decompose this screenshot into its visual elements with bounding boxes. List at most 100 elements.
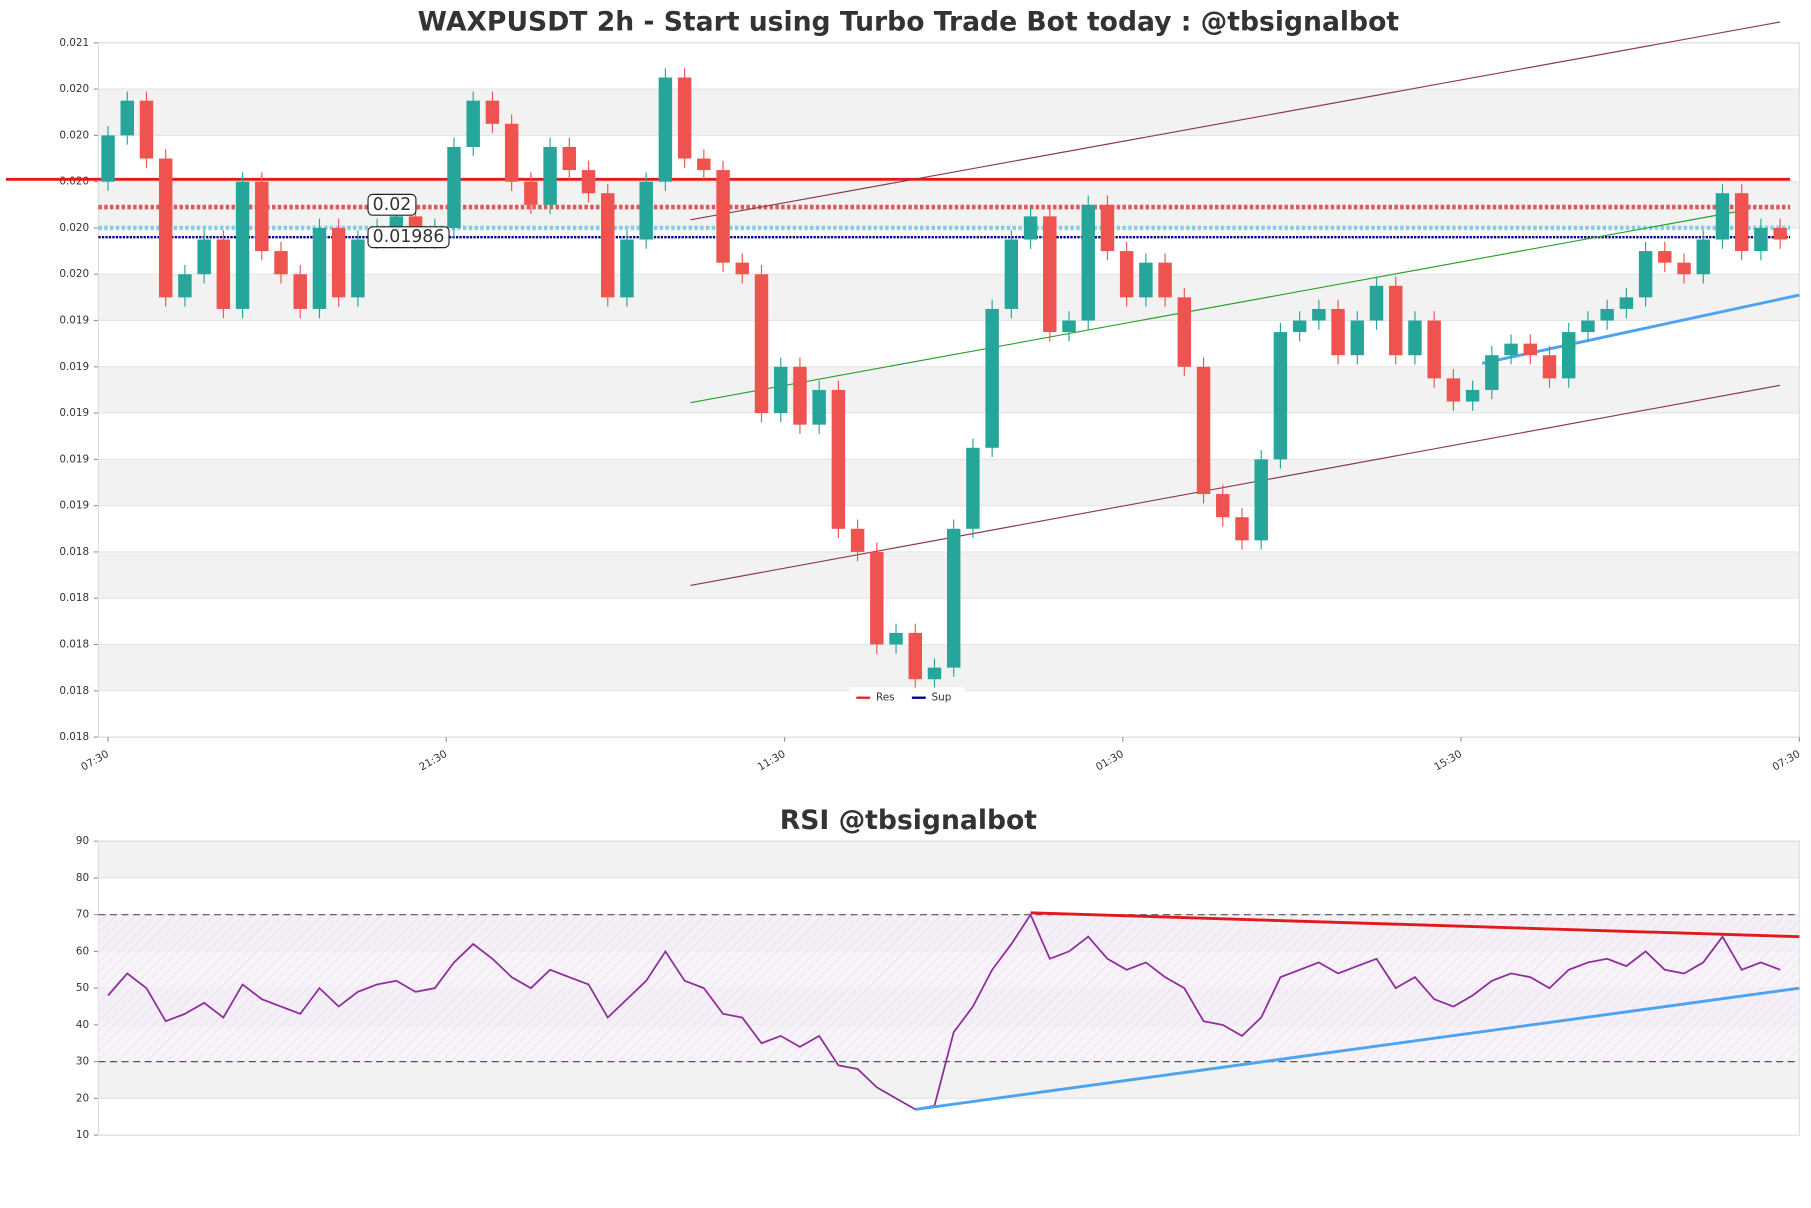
candle-body	[773, 366, 788, 414]
level-label: 0.02	[367, 193, 417, 216]
candle-body	[1408, 320, 1422, 356]
candle-body	[216, 239, 231, 309]
candle-body	[1177, 297, 1192, 367]
grid-band	[98, 274, 1800, 321]
candle-body	[581, 170, 596, 194]
y-tick-label: 0.020	[59, 268, 89, 280]
candle-body	[966, 447, 980, 529]
candle-body	[389, 216, 404, 228]
grid-band	[98, 841, 1800, 878]
candle-body	[1504, 343, 1518, 356]
candle-body	[716, 170, 730, 263]
y-tick-label: 60	[76, 945, 89, 957]
candle-body	[158, 158, 173, 298]
candle-body	[1350, 320, 1365, 356]
y-tick-label: 0.018	[59, 546, 89, 558]
trend-line	[915, 986, 1800, 1111]
y-tick-label: 90	[76, 835, 89, 847]
candle-body	[1062, 320, 1076, 333]
y-tick-label: 0.020	[59, 176, 89, 188]
chart-title: WAXPUSDT 2h - Start using Turbo Trade Bo…	[418, 7, 1400, 38]
y-tick-label: 0.019	[59, 315, 89, 327]
candle-body	[1446, 378, 1461, 402]
candle-body	[1542, 355, 1557, 379]
candle-body	[1216, 494, 1230, 518]
y-tick-label: 20	[76, 1092, 89, 1104]
legend-label: Sup	[932, 692, 952, 704]
level-label: 0.01986	[367, 226, 450, 249]
candle-body	[620, 239, 634, 298]
level-label-box	[367, 193, 417, 216]
candle-body	[658, 77, 673, 182]
grid-band	[98, 1061, 1800, 1099]
level-label-text: 0.01986	[373, 227, 445, 247]
y-tick-label: 50	[76, 982, 89, 994]
candle-body	[1158, 262, 1172, 298]
candle-body	[1773, 227, 1787, 240]
rsi-title: RSI @tbsignalbot	[780, 805, 1038, 836]
candle-body	[1600, 308, 1614, 321]
candle-body	[1658, 251, 1672, 263]
candle-body	[197, 239, 211, 275]
candle-body	[1465, 389, 1480, 402]
candle-body	[1734, 193, 1749, 252]
candle-body	[543, 146, 557, 205]
candle-body	[255, 181, 269, 252]
candle-body	[1389, 285, 1403, 356]
y-tick-label: 0.018	[59, 592, 89, 604]
candle-body	[1677, 262, 1691, 275]
legend-label: Res	[876, 692, 895, 704]
candle-body	[562, 146, 577, 171]
candle-body	[274, 251, 288, 275]
y-tick-label: 10	[76, 1129, 89, 1141]
candle-body	[1427, 320, 1441, 379]
candle-body	[1581, 320, 1595, 333]
candle-body	[1043, 216, 1057, 333]
trend-line	[690, 211, 1737, 404]
candle-body	[946, 528, 961, 668]
y-tick-label: 0.021	[59, 37, 89, 49]
legend-box	[849, 687, 966, 709]
candle-body	[1638, 251, 1653, 298]
candle-body	[985, 308, 999, 448]
candle-body	[831, 389, 846, 529]
candle-body	[639, 181, 653, 240]
y-tick-label: 0.018	[59, 685, 89, 697]
y-tick-label: 40	[76, 1019, 89, 1031]
candle-body	[331, 227, 346, 298]
candle-body	[601, 193, 615, 298]
candle-body	[485, 100, 500, 124]
candle-body	[447, 146, 461, 228]
y-tick-label: 0.020	[59, 129, 89, 141]
candle-body	[1715, 193, 1730, 240]
candle-body	[1023, 216, 1038, 240]
candle-body	[178, 274, 192, 298]
candle-body	[1754, 227, 1768, 252]
trend-line	[1030, 911, 1800, 939]
grid-band	[98, 366, 1800, 414]
candle-body	[466, 100, 480, 147]
candle-body	[927, 667, 942, 680]
candle-body	[1292, 320, 1307, 333]
grid-band	[98, 89, 1800, 136]
y-tick-label: 0.018	[59, 638, 89, 650]
candle-body	[351, 239, 365, 298]
candle-body	[293, 274, 307, 309]
candle-body	[1081, 204, 1095, 321]
y-tick-label: 0.019	[59, 453, 89, 465]
trend-line	[690, 21, 1781, 221]
y-tick-label: 30	[76, 1056, 89, 1068]
candle-body	[870, 551, 884, 645]
candle-body	[812, 389, 826, 425]
rsi-line	[107, 912, 1781, 1111]
candle-body	[1485, 355, 1499, 390]
y-tick-label: 0.018	[59, 731, 89, 743]
candle-body	[1273, 332, 1288, 460]
y-tick-label: 80	[76, 872, 89, 884]
candle-body	[312, 227, 327, 309]
candle-body	[504, 123, 519, 182]
candle-body	[908, 632, 922, 680]
candle-body	[1331, 308, 1345, 356]
